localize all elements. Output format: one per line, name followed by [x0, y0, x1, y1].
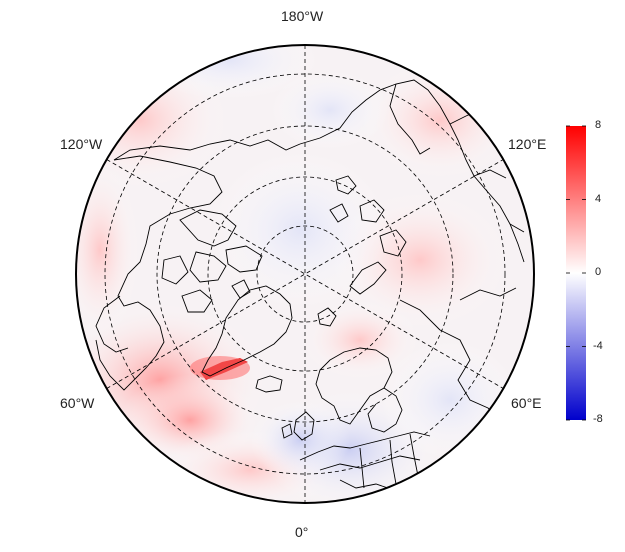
map-boundary: [75, 44, 535, 504]
colorbar-label-4: 4: [595, 193, 602, 205]
lon-label-180w: 180°W: [281, 8, 324, 24]
lon-label-60e: 60°E: [511, 395, 542, 411]
north-america-coast: [95, 155, 223, 391]
latitude-circle-60: [156, 125, 454, 423]
siberian-islands: [329, 175, 407, 257]
colorbar-label-0: 0: [595, 266, 602, 278]
alaska-coast: [113, 139, 301, 161]
colorbar-label-neg4: -4: [593, 340, 603, 352]
lon-label-0: 0°: [295, 524, 309, 540]
colorbar: [566, 126, 586, 420]
scandinavia-coast: [315, 347, 393, 425]
hudson-bay-coast: [95, 295, 129, 353]
svalbard: [317, 307, 337, 327]
graticule: [104, 45, 506, 503]
canadian-archipelago: [161, 209, 263, 313]
colorbar-label-neg8: -8: [593, 413, 603, 425]
novaya-zemlya: [349, 261, 387, 295]
lon-label-120e: 120°E: [508, 136, 547, 152]
europe-borders: [299, 431, 431, 491]
latitude-circle-70: [207, 176, 403, 372]
lon-label-60w: 60°W: [60, 395, 95, 411]
greenland-outline: [201, 285, 293, 377]
latitude-circle-80: [256, 225, 354, 323]
latitude-circle-50: [104, 73, 506, 475]
baltic-coast: [367, 387, 403, 433]
meridian-120w-60e: [106, 159, 504, 389]
siberia-coast: [299, 79, 525, 263]
british-isles: [281, 411, 315, 441]
colorbar-label-8: 8: [595, 119, 602, 131]
kamchatka-coast: [389, 83, 431, 155]
colorbar-ticks: [566, 125, 586, 421]
lon-label-120w: 120°W: [60, 136, 103, 152]
meridian-60w-120e: [106, 159, 504, 389]
iceland: [255, 375, 283, 393]
